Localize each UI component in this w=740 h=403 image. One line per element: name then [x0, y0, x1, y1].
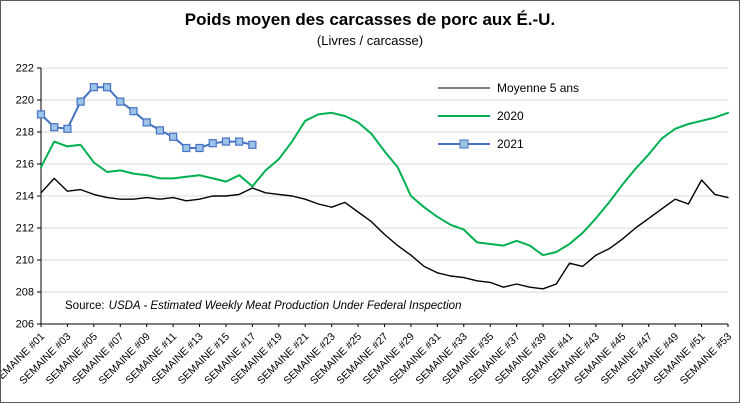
marker-2021	[102, 83, 112, 92]
y-axis-label: 218	[16, 127, 34, 139]
marker-2021	[169, 132, 178, 141]
y-axis-label: 220	[16, 95, 34, 107]
marker-2021	[89, 83, 98, 92]
y-axis-label: 222	[16, 63, 34, 75]
legend: Moyenne 5 ans 2020 2021	[438, 80, 580, 151]
chart-subtitle: (Livres / carcasse)	[316, 33, 424, 48]
legend-item-2021: 2021	[438, 136, 579, 151]
marker-2021	[208, 139, 217, 148]
legend-line-sample-moyenne-5-ans	[438, 82, 490, 93]
legend-label-2021: 2021	[497, 136, 524, 151]
marker-2021	[142, 118, 151, 127]
legend-item-2020: 2020	[438, 108, 579, 123]
series-line-2021	[40, 86, 254, 149]
marker-2021	[155, 126, 165, 135]
marker-2021	[76, 97, 85, 106]
y-axis-label: 206	[16, 319, 34, 331]
marker-2021	[182, 143, 191, 153]
marker-2021	[36, 110, 46, 119]
source-prefix: Source:	[65, 300, 105, 312]
marker-2021	[63, 124, 72, 133]
legend-line-sample-2021	[438, 138, 490, 149]
source-note: Source: USDA - Estimated Weekly Meat Prod…	[65, 300, 461, 312]
y-axis-label: 210	[16, 255, 34, 267]
series-line-moyenne-5-ans	[40, 177, 729, 290]
marker-2021	[129, 107, 138, 116]
legend-item-moyenne-5-ans: Moyenne 5 ans	[438, 80, 580, 95]
legend-label-moyenne-5-ans: Moyenne 5 ans	[497, 80, 580, 95]
chart-title: Poids moyen des carcasses de porc aux É.…	[184, 10, 556, 29]
y-axis-label: 212	[16, 223, 34, 235]
source-text: USDA - Estimated Weekly Meat Production …	[108, 300, 462, 312]
marker-2021	[116, 97, 125, 106]
y-axis-label: 214	[16, 191, 34, 203]
marker-2021	[221, 137, 231, 146]
legend-line-sample-2020	[438, 110, 490, 121]
series-line-2020	[40, 111, 729, 257]
marker-2021	[248, 140, 257, 149]
marker-2021	[235, 137, 244, 146]
marker-2021	[50, 123, 59, 132]
y-axis-label: 208	[16, 287, 34, 299]
marker-2021	[195, 143, 204, 153]
y-axis-label: 216	[16, 159, 34, 171]
legend-label-2020: 2020	[497, 108, 524, 123]
